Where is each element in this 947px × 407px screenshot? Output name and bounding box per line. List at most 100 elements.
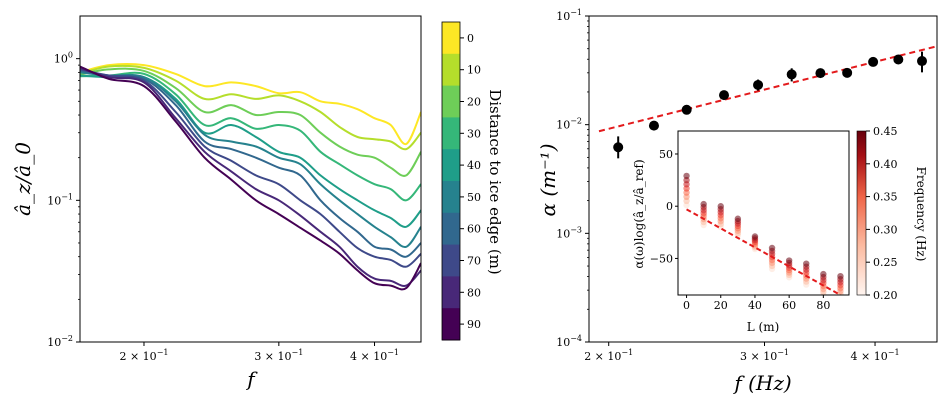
left-series-line — [80, 66, 421, 287]
inset-points-group — [683, 172, 844, 295]
inset-colorbar-tick-label: 0.45 — [873, 125, 898, 138]
svg-text:α (m⁻¹): α (m⁻¹) — [536, 143, 560, 216]
left-axes-frame — [79, 15, 422, 343]
inset-data-point — [717, 203, 724, 210]
inset-fit-segment — [686, 208, 841, 295]
right-x-tick-label: 2 × 10−1 — [584, 348, 633, 363]
left-colorbar-tick-label: 60 — [467, 223, 481, 236]
inset-x-tick-label: 20 — [714, 299, 728, 312]
right-y-tick-label: 10−3 — [556, 225, 582, 240]
svg-text:Distance to ice edge (m): Distance to ice edge (m) — [486, 89, 504, 275]
left-x-tick-label: 3 × 10−1 — [254, 348, 303, 363]
right-y-tick-label: 10−4 — [556, 334, 582, 349]
right-data-point — [786, 69, 797, 80]
left-colorbar-segment — [442, 276, 460, 309]
right-ticks: 2 × 10−1 3 × 10−1 4 × 10−1 10−1 10−2 10−3 10−4 — [556, 8, 899, 363]
left-colorbar-frame — [441, 21, 461, 341]
svg-text:Frequency (Hz): Frequency (Hz) — [914, 167, 928, 262]
left-colorbar-tick-label: 70 — [467, 255, 481, 268]
left-panel: 2 × 10−1 3 × 10−1 4 × 10−1 100 10−1 10−2 f â_… — [11, 15, 504, 391]
left-colorbar-segment — [442, 212, 460, 246]
inset-y-tick-label: 50 — [659, 148, 673, 161]
left-series-line — [80, 74, 421, 228]
inset-y-tick-label: 0 — [666, 200, 673, 213]
right-data-point — [648, 120, 659, 131]
inset-colorbar-tick-label: 0.25 — [873, 256, 898, 269]
left-colorbar-tick-label: 90 — [467, 318, 481, 331]
right-fit-segment — [598, 45, 935, 133]
right-data-point — [868, 56, 879, 67]
inset-x-tick-label: 0 — [683, 299, 690, 312]
right-ylabel: α (m⁻¹) — [536, 143, 560, 216]
right-data-point — [753, 79, 764, 90]
left-series-line — [80, 64, 421, 151]
right-fit-line — [598, 45, 935, 133]
left-x-tick-label: 4 × 10−1 — [350, 348, 399, 363]
left-series-line — [80, 71, 421, 249]
right-x-tick-label: 4 × 10−1 — [851, 348, 900, 363]
inset-colorbar — [856, 130, 867, 296]
right-xlabel: f (Hz) — [732, 371, 791, 395]
right-data-point — [613, 142, 624, 153]
left-series-line — [80, 65, 421, 291]
left-colorbar-tick-label: 30 — [467, 127, 481, 140]
svg-text:α(ω)log(â_z/â_ref): α(ω)log(â_z/â_ref) — [632, 159, 646, 268]
right-points-group — [613, 51, 927, 159]
inset-data-point — [785, 257, 793, 264]
inset-data-point — [803, 260, 810, 267]
right-data-point — [815, 68, 826, 79]
left-series-line — [80, 68, 421, 268]
left-colorbar-label: Distance to ice edge (m) — [486, 89, 504, 275]
right-data-point — [916, 56, 927, 67]
inset-x-tick-label: 40 — [748, 299, 762, 312]
left-x-tick-label: 2 × 10−1 — [119, 348, 168, 363]
inset-colorbar-tick-label: 0.40 — [873, 158, 898, 171]
inset-colorbar-ticks: 0.45 0.40 0.35 0.30 0.25 0.20 — [866, 125, 898, 302]
right-data-point — [681, 104, 692, 115]
left-colorbar-segment — [442, 53, 460, 87]
left-xlabel: f — [245, 367, 258, 391]
left-series-line — [80, 71, 421, 202]
right-panel: 2 × 10−1 3 × 10−1 4 × 10−1 10−1 10−2 10−3 10−4… — [536, 8, 938, 395]
left-colorbar-segment — [442, 85, 460, 118]
left-colorbar-segment — [442, 22, 460, 55]
left-colorbar-segment — [442, 149, 460, 182]
right-data-point — [842, 67, 853, 78]
inset-data-point — [683, 172, 690, 180]
left-colorbar-segment — [442, 117, 460, 150]
left-y-tick-label: 100 — [54, 51, 73, 66]
inset-colorbar-tick-label: 0.30 — [873, 223, 898, 236]
inset-x-tick-label: 60 — [782, 299, 796, 312]
inset-y-tick-label: −50 — [650, 252, 673, 265]
left-ylabel: â_z/â_0 — [11, 142, 35, 216]
left-colorbar-segment — [442, 181, 460, 214]
left-colorbar-tick-label: 20 — [467, 96, 481, 109]
left-colorbar-segment — [442, 308, 460, 341]
inset-data-point — [837, 272, 844, 280]
left-colorbar: 0 10 20 30 40 50 60 70 80 90 — [441, 21, 481, 341]
left-colorbar-segment — [442, 244, 460, 277]
left-colorbar-tick-label: 0 — [467, 32, 474, 45]
left-colorbar-tick-label: 50 — [467, 191, 481, 204]
right-data-point — [893, 54, 904, 65]
inset-data-point — [820, 270, 827, 278]
left-y-tick-label: 10−1 — [47, 192, 73, 207]
right-y-tick-label: 10−2 — [556, 117, 582, 132]
inset-x-tick-label: 80 — [816, 299, 830, 312]
inset-data-point — [751, 233, 759, 240]
inset-axes-frame — [677, 130, 850, 296]
right-x-tick-label: 3 × 10−1 — [740, 348, 789, 363]
left-series-group — [80, 63, 421, 291]
inset-fit-line — [686, 208, 841, 295]
left-series-line — [80, 63, 421, 145]
svg-text:â_z/â_0: â_z/â_0 — [11, 142, 35, 216]
left-series-line — [80, 69, 421, 258]
right-data-point — [719, 90, 730, 101]
right-y-tick-label: 10−1 — [556, 8, 582, 23]
inset-data-point — [734, 215, 742, 222]
left-y-tick-label: 10−2 — [47, 334, 73, 349]
inset-panel: 0 20 40 60 80 50 0 −50 L (m) α(ω)log(â_z/â_ref)… — [632, 125, 928, 334]
inset-colorbar-tick-label: 0.20 — [873, 289, 898, 302]
